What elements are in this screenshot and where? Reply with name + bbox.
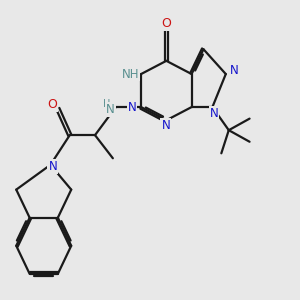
Text: N: N [230,64,239,77]
Text: N: N [106,103,115,116]
Text: N: N [209,106,218,119]
Text: N: N [128,100,136,114]
Text: NH: NH [122,68,140,80]
Text: O: O [47,98,57,111]
Text: H: H [103,99,111,110]
Text: O: O [161,17,171,30]
Text: N: N [161,119,170,132]
Text: N: N [48,160,57,173]
